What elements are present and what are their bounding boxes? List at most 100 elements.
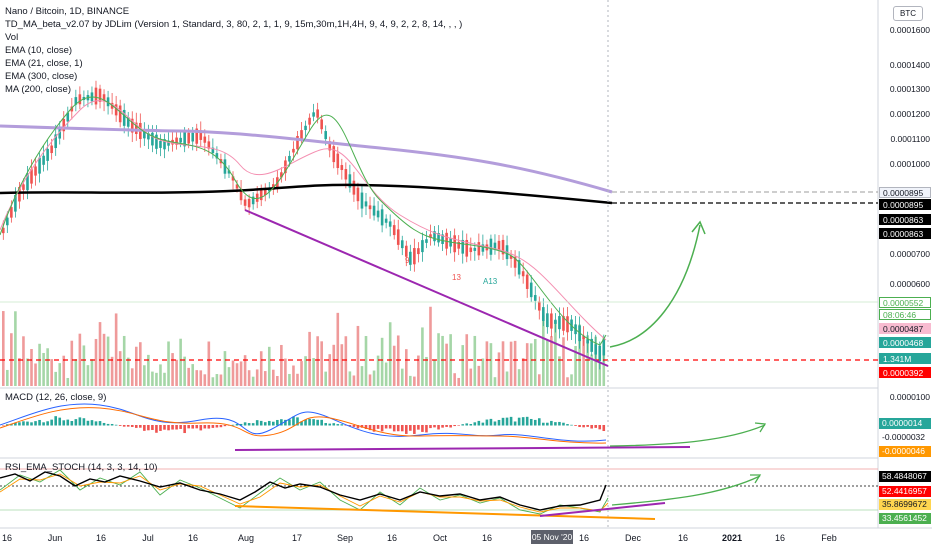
- indicator-legend-vol[interactable]: Vol: [5, 32, 19, 43]
- candle-body: [489, 238, 493, 255]
- macd-hist-bar: [602, 425, 606, 432]
- macd-hist-bar: [159, 425, 162, 431]
- volume-bar: [380, 337, 384, 386]
- candle-body: [360, 192, 364, 209]
- indicator-legend-td[interactable]: TD_MA_beta_v2.07 by JDLim (Version 1, St…: [5, 19, 463, 30]
- candle-body: [247, 198, 251, 208]
- macd-hist-bar: [340, 424, 344, 426]
- volume-bar: [276, 376, 279, 386]
- macd-hist-bar: [380, 425, 384, 432]
- indicator-legend-ma200[interactable]: MA (200, close): [5, 84, 71, 95]
- candle-body: [409, 251, 412, 265]
- volume-bar: [433, 359, 436, 386]
- rsi-legend[interactable]: RSI_EMA_STOCH (14, 3, 3, 14, 10): [5, 462, 158, 473]
- macd-legend[interactable]: MACD (12, 26, close, 9): [5, 392, 107, 403]
- indicator-legend-ema10[interactable]: EMA (10, close): [5, 45, 73, 56]
- macd-hist-bar: [574, 425, 577, 426]
- macd-hist-bar: [130, 425, 134, 427]
- volume-bar: [368, 374, 372, 386]
- macd-hist-bar: [433, 425, 436, 428]
- macd-hist-bar: [14, 422, 17, 426]
- candle-body: [78, 94, 82, 105]
- volume-bar: [489, 343, 493, 386]
- volume-bar: [2, 311, 5, 386]
- volume-bar: [179, 338, 182, 386]
- candle-body: [227, 170, 231, 174]
- volume-bar: [554, 320, 557, 386]
- volume-bar: [191, 364, 195, 386]
- time-axis-label: 16: [95, 533, 107, 543]
- volume-bar: [263, 371, 267, 386]
- td-label: 13: [452, 273, 461, 282]
- macd-hist-bar: [417, 425, 420, 430]
- macd-hist-bar: [276, 419, 279, 426]
- macd-hist-bar: [388, 425, 392, 429]
- macd-hist-bar: [38, 419, 41, 426]
- macd-hist-bar: [392, 425, 396, 432]
- candle-body: [187, 132, 190, 144]
- volume-bar: [42, 352, 45, 386]
- candle-body: [453, 235, 456, 253]
- macd-hist-bar: [259, 420, 263, 426]
- time-axis-label: 16: [578, 533, 590, 543]
- volume-bar: [187, 367, 190, 386]
- volume-bar: [14, 311, 17, 386]
- volume-bar: [300, 361, 303, 386]
- macd-tag: -0.0000046: [879, 446, 931, 457]
- indicator-legend-ema21[interactable]: EMA (21, close, 1): [5, 58, 83, 69]
- chart-title: Nano / Bitcoin, 1D, BINANCE: [5, 6, 130, 17]
- macd-hist-bar: [461, 424, 465, 426]
- price-axis-label: 0.0001400: [889, 60, 930, 70]
- volume-bar: [497, 352, 501, 386]
- candle-body: [231, 176, 235, 181]
- candle-body: [513, 256, 517, 268]
- macd-hist-bar: [598, 425, 602, 430]
- candle-body: [421, 240, 424, 253]
- candle-body: [352, 180, 356, 195]
- volume-bar: [364, 336, 368, 386]
- macd-axis-label: 0.0000100: [889, 392, 930, 402]
- candle-body: [461, 239, 465, 254]
- volume-bar: [98, 322, 102, 386]
- candle-body: [122, 109, 126, 126]
- volume-bar: [546, 340, 549, 386]
- indicator-legend-ema300[interactable]: EMA (300, close): [5, 71, 78, 82]
- volume-bar: [376, 355, 380, 386]
- volume-bar: [513, 340, 517, 386]
- macd-hist-bar: [122, 425, 126, 427]
- candle-body: [143, 129, 146, 139]
- macd-hist-bar: [570, 424, 573, 426]
- candle-body: [22, 184, 25, 190]
- macd-hist-bar: [54, 416, 57, 426]
- macd-hist-bar: [82, 418, 86, 426]
- macd-hist-bar: [396, 425, 400, 432]
- volume-bars: [2, 306, 606, 386]
- volume-bar: [203, 374, 207, 386]
- candle-body: [155, 134, 158, 149]
- candle-body: [364, 201, 368, 207]
- candle-body: [586, 339, 589, 344]
- candle-body: [388, 221, 392, 227]
- volume-bar: [267, 346, 271, 386]
- macd-hist-bar: [372, 425, 376, 432]
- volume-bar: [485, 341, 489, 386]
- volume-bar: [22, 336, 25, 386]
- volume-bar: [421, 327, 424, 386]
- volume-bar: [481, 358, 485, 386]
- macd-hist-bar: [143, 425, 146, 431]
- candle-body: [533, 295, 537, 301]
- volume-bar: [143, 365, 146, 386]
- macd-hist-bar: [199, 425, 203, 431]
- macd-hist-bar: [413, 425, 416, 434]
- volume-bar: [493, 377, 497, 386]
- currency-button[interactable]: BTC: [893, 6, 923, 21]
- candle-body: [255, 193, 259, 202]
- candle-body: [413, 248, 416, 265]
- candle-body: [2, 227, 5, 234]
- macd-hist-bar: [151, 425, 154, 430]
- volume-bar: [66, 377, 70, 386]
- ma200-line: [0, 124, 613, 194]
- volume-bar: [332, 344, 336, 386]
- time-axis-label: 16: [774, 533, 786, 543]
